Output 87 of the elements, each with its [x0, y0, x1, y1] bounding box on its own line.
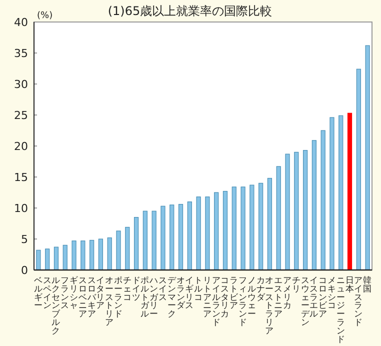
bar: [54, 246, 59, 270]
y-tick-label: 25: [14, 109, 28, 122]
x-tick-label: フランス: [60, 276, 70, 312]
x-tick-label: エストニア: [274, 276, 284, 320]
x-tick-label: ノルウェー: [247, 276, 256, 320]
y-tick-label: 30: [14, 78, 28, 91]
x-tick-label: ポーランド: [114, 276, 123, 320]
x-tick-label: イギリス: [185, 276, 194, 312]
bar: [142, 210, 148, 270]
y-tick-label: 20: [14, 140, 28, 153]
bar: [187, 202, 192, 270]
bar: [240, 186, 246, 270]
x-tick-label: ポルトガル: [140, 276, 151, 320]
x-tick-label: コスタリカ: [220, 276, 230, 320]
bar: [178, 204, 184, 270]
x-tick-label: スウェーデン: [300, 276, 311, 328]
bar: [320, 130, 326, 270]
y-axis-title: (%): [37, 11, 53, 21]
x-tick-label: オーストリア: [105, 276, 114, 328]
x-tick-label: ニュージーランド: [336, 276, 346, 345]
bar: [232, 186, 236, 270]
x-tick-label: アメリカ: [283, 276, 292, 312]
bar: [347, 112, 352, 270]
bar: [214, 192, 219, 270]
bar: [80, 240, 86, 270]
bar: [152, 210, 156, 270]
y-tick-label: 40: [14, 16, 28, 29]
bar: [205, 196, 210, 270]
x-tick-label: リトアニア: [202, 276, 212, 320]
bar: [36, 250, 41, 270]
bar: [294, 152, 299, 270]
x-tick-label: フィンランド: [238, 276, 248, 328]
bar: [365, 45, 370, 270]
bar: [258, 182, 264, 270]
y-tick-label: 0: [21, 264, 28, 277]
bar: [72, 240, 76, 270]
bar: [338, 115, 344, 270]
x-tick-label: ギリシャ: [70, 275, 79, 312]
x-tick-label: アイルランド: [212, 276, 221, 328]
x-tick-label: ラトビア: [230, 276, 240, 312]
bar: [134, 217, 139, 270]
x-tick-label: 日本: [345, 276, 354, 294]
bar: [250, 184, 254, 270]
x-tick-label: ルクセンブルク: [52, 276, 62, 336]
y-tick-label: 10: [14, 202, 28, 215]
bar: [125, 226, 130, 270]
x-tick-label: オーストラリア: [265, 276, 274, 336]
bar: [170, 204, 174, 270]
x-tick-label: 韓国: [363, 275, 372, 294]
x-tick-label: ベルギー: [34, 276, 43, 312]
bar: [302, 150, 308, 270]
bar: [267, 178, 272, 270]
x-tick-label: スイス: [158, 276, 168, 303]
x-tick-label: トルコ: [194, 276, 204, 303]
x-tick-label: イタリア: [96, 276, 106, 312]
bar: [116, 230, 121, 270]
x-tick-label: イスラエル: [310, 276, 319, 320]
bar: [98, 238, 104, 270]
bar: [312, 140, 316, 270]
bar: [222, 190, 228, 270]
x-tick-label: メキシコ: [327, 276, 336, 312]
x-tick-label: カナダ: [256, 276, 266, 303]
y-tick-label: 15: [14, 171, 28, 184]
bar: [62, 244, 68, 270]
x-tick-label: アイスランド: [354, 276, 364, 328]
bar: [285, 154, 290, 270]
chart-title: (1)65歳以上就業率の国際比較: [108, 4, 272, 18]
x-tick-label: デンマーク: [167, 276, 178, 320]
bar: [160, 206, 166, 270]
bar: [356, 68, 361, 270]
bar: [196, 196, 201, 270]
x-tick-label: チェコ: [122, 276, 132, 303]
x-tick-label: スロベニア: [78, 276, 88, 320]
bar: [330, 117, 334, 270]
x-tick-label: コロンビア: [318, 276, 329, 320]
y-tick-label: 5: [21, 233, 28, 246]
x-tick-label: ハンガリー: [148, 276, 160, 320]
x-tick-label: オランダ: [176, 276, 186, 312]
y-tick-label: 35: [14, 47, 28, 60]
x-tick-label: チリ: [292, 276, 301, 294]
x-tick-label: スロバキア: [86, 276, 98, 320]
x-tick-label: ドイツ: [132, 276, 141, 303]
bar: [45, 248, 50, 270]
bar: [276, 166, 281, 270]
bar: [107, 237, 112, 270]
x-tick-label: スペイン: [42, 276, 52, 312]
bar: [90, 240, 94, 270]
